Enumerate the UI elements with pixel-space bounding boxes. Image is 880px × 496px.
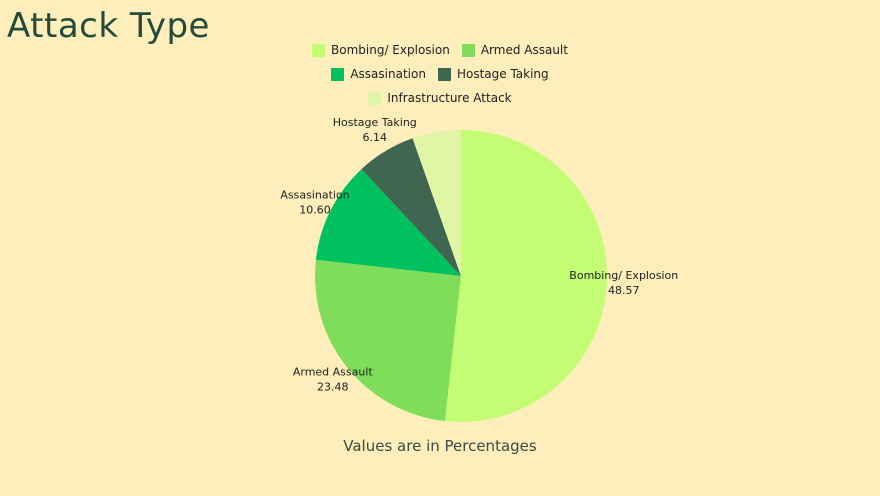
legend-swatch-infrastructure-attack [368, 91, 382, 105]
pie-slice-infrastructure-attack[interactable] [412, 130, 461, 276]
legend-item-assasination[interactable]: Assasination [331, 67, 426, 81]
legend-label-assasination: Assasination [350, 67, 426, 81]
pie-slice-assasination[interactable] [315, 169, 461, 276]
legend-item-armed-assault[interactable]: Armed Assault [461, 43, 568, 57]
slice-label-bombing: Bombing/ Explosion 48.57 [569, 269, 678, 297]
legend-row-1: Bombing/ Explosion Armed Assault [0, 38, 880, 62]
legend-label-armed-assault: Armed Assault [480, 43, 568, 57]
legend-swatch-hostage-taking [437, 67, 451, 81]
slice-label-name-assasination: Assasination [280, 188, 349, 201]
legend-item-hostage-taking[interactable]: Hostage Taking [437, 67, 549, 81]
slice-label-value-armed-assault: 23.48 [317, 380, 349, 393]
pie-slice-bombing[interactable] [444, 130, 607, 422]
legend-item-infrastructure-attack[interactable]: Infrastructure Attack [368, 91, 512, 105]
legend-label-bombing: Bombing/ Explosion [331, 43, 450, 57]
legend: Bombing/ Explosion Armed Assault Assasin… [0, 38, 880, 110]
slice-label-assasination: Assasination 10.60 [280, 188, 349, 216]
slice-label-name-armed-assault: Armed Assault [293, 365, 374, 378]
slice-label-name-hostage-taking: Hostage Taking [333, 116, 417, 129]
legend-label-hostage-taking: Hostage Taking [456, 67, 549, 81]
legend-row-3: Infrastructure Attack [0, 86, 880, 110]
legend-swatch-bombing [312, 43, 326, 57]
legend-swatch-assasination [331, 67, 345, 81]
legend-item-bombing[interactable]: Bombing/ Explosion [312, 43, 450, 57]
chart-footnote: Values are in Percentages [343, 437, 537, 455]
slice-label-armed-assault: Armed Assault 23.48 [293, 365, 374, 393]
slice-label-name-bombing: Bombing/ Explosion [569, 269, 678, 282]
pie-slice-armed-assault[interactable] [315, 259, 461, 422]
chart-title: Attack Type [7, 6, 210, 46]
legend-label-infrastructure-attack: Infrastructure Attack [387, 91, 512, 105]
slice-label-value-bombing: 48.57 [608, 284, 640, 297]
slice-label-hostage-taking: Hostage Taking 6.14 [333, 116, 417, 144]
legend-swatch-armed-assault [461, 43, 475, 57]
pie-slice-hostage-taking[interactable] [361, 138, 461, 276]
slice-label-value-hostage-taking: 6.14 [363, 131, 388, 144]
legend-row-2: Assasination Hostage Taking [0, 62, 880, 86]
slice-label-value-assasination: 10.60 [299, 203, 331, 216]
